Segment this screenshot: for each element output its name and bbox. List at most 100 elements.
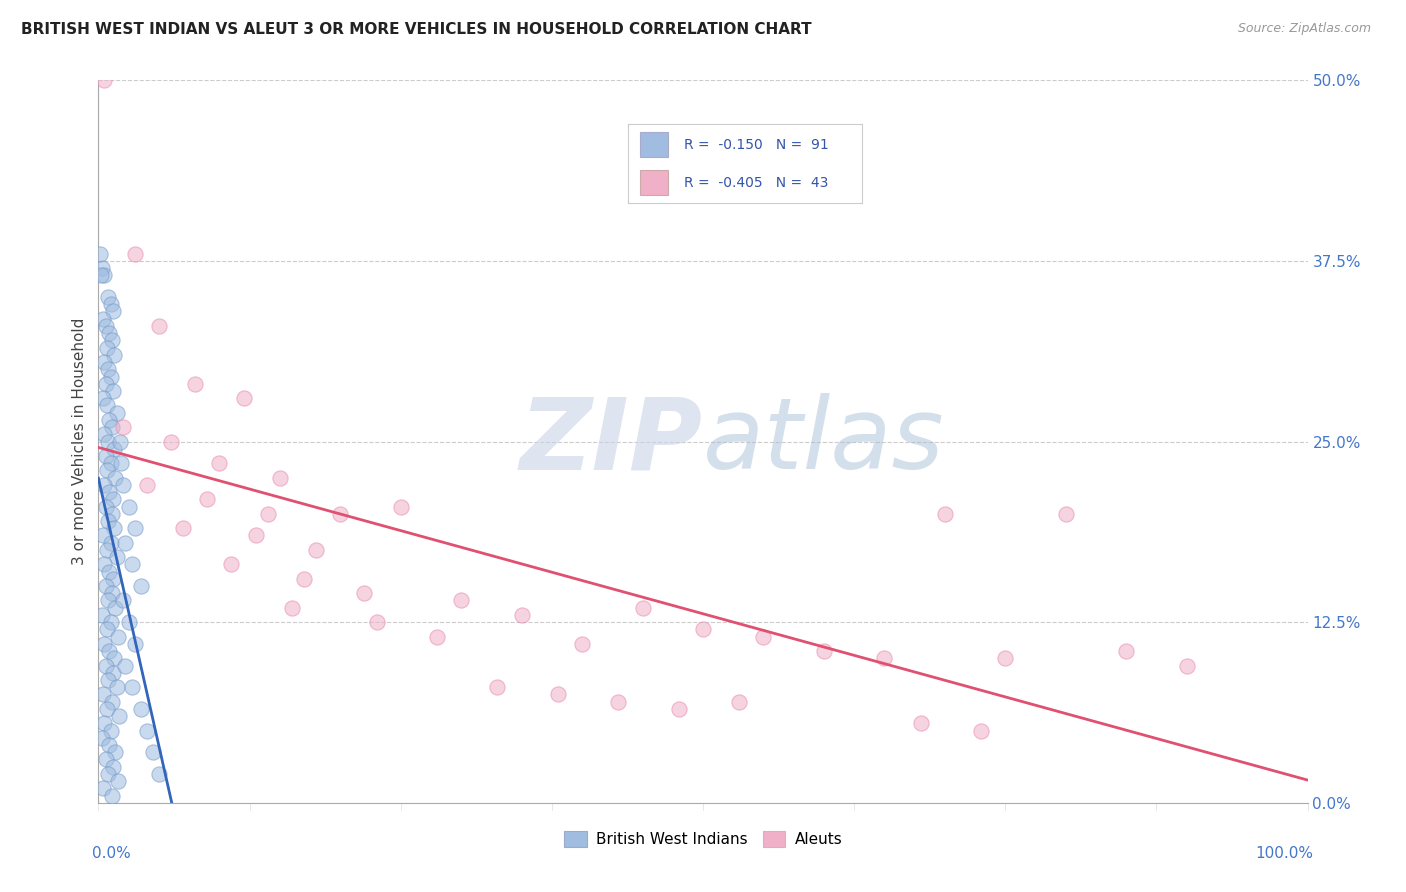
Point	[124, 637, 146, 651]
Point	[1175, 658, 1198, 673]
Point	[111, 420, 134, 434]
Point	[873, 651, 896, 665]
Point	[103, 521, 125, 535]
Point	[994, 651, 1017, 665]
Point	[353, 586, 375, 600]
Point	[100, 789, 122, 803]
Text: BRITISH WEST INDIAN VS ALEUT 3 OR MORE VEHICLES IN HOUSEHOLD CORRELATION CHART: BRITISH WEST INDIAN VS ALEUT 3 OR MORE V…	[21, 22, 811, 37]
Point	[98, 485, 121, 500]
Point	[98, 413, 121, 427]
Point	[94, 579, 117, 593]
Point	[221, 558, 243, 572]
Point	[292, 572, 315, 586]
Text: Source: ZipAtlas.com: Source: ZipAtlas.com	[1237, 22, 1371, 36]
Point	[100, 723, 122, 738]
Point	[111, 478, 134, 492]
Point	[94, 752, 117, 766]
Point	[90, 268, 112, 283]
Text: ZIP: ZIP	[520, 393, 703, 490]
Point	[94, 376, 117, 391]
Point	[100, 456, 122, 470]
Point	[104, 600, 127, 615]
Point	[100, 420, 122, 434]
Point	[96, 702, 118, 716]
Text: R =  -0.150   N =  91: R = -0.150 N = 91	[685, 137, 830, 152]
Point	[94, 500, 117, 514]
Point	[934, 507, 956, 521]
Point	[94, 658, 117, 673]
Point	[124, 521, 146, 535]
Point	[100, 334, 122, 348]
Point	[101, 572, 124, 586]
Point	[110, 456, 132, 470]
Point	[1115, 644, 1137, 658]
Point	[100, 586, 122, 600]
Point	[105, 680, 128, 694]
Point	[486, 680, 509, 694]
Point	[93, 478, 115, 492]
Point	[101, 492, 124, 507]
Point	[96, 623, 118, 637]
Point	[96, 341, 118, 355]
Point	[631, 600, 654, 615]
Point	[208, 456, 231, 470]
Point	[103, 651, 125, 665]
Point	[100, 535, 122, 549]
Point	[89, 246, 111, 260]
Point	[98, 565, 121, 579]
Point	[107, 774, 129, 789]
Point	[195, 492, 218, 507]
Point	[91, 391, 114, 405]
Point	[96, 398, 118, 412]
Point	[148, 767, 170, 781]
Point	[101, 304, 124, 318]
Point	[114, 658, 136, 673]
Point	[245, 528, 267, 542]
Point	[118, 615, 141, 630]
Point	[105, 406, 128, 420]
Point	[97, 673, 120, 687]
Point	[571, 637, 593, 651]
Point	[91, 781, 114, 796]
Point	[97, 514, 120, 528]
Point	[668, 702, 690, 716]
Point	[100, 695, 122, 709]
Point	[232, 391, 254, 405]
Bar	[640, 132, 668, 157]
Point	[91, 687, 114, 701]
Point	[142, 745, 165, 759]
Point	[98, 326, 121, 341]
Point	[91, 607, 114, 622]
Point	[108, 434, 131, 449]
Point	[91, 311, 114, 326]
Text: atlas: atlas	[703, 393, 945, 490]
Point	[91, 731, 114, 745]
Point	[98, 644, 121, 658]
Text: 100.0%: 100.0%	[1256, 847, 1313, 861]
Point	[97, 593, 120, 607]
Point	[91, 528, 114, 542]
Point	[426, 630, 449, 644]
Point	[269, 471, 291, 485]
Point	[93, 716, 115, 731]
Point	[305, 542, 328, 557]
Point	[121, 558, 143, 572]
Point	[129, 579, 152, 593]
Point	[101, 760, 124, 774]
Point	[121, 680, 143, 694]
Text: 0.0%: 0.0%	[93, 847, 131, 861]
Point	[107, 630, 129, 644]
Point	[105, 550, 128, 565]
Point	[93, 355, 115, 369]
Point	[970, 723, 993, 738]
Point	[148, 318, 170, 333]
Point	[111, 593, 134, 607]
Text: R =  -0.405   N =  43: R = -0.405 N = 43	[685, 176, 828, 190]
Point	[103, 348, 125, 362]
Point	[104, 745, 127, 759]
Point	[910, 716, 932, 731]
Point	[256, 507, 278, 521]
Point	[752, 630, 775, 644]
Point	[813, 644, 835, 658]
Point	[96, 542, 118, 557]
